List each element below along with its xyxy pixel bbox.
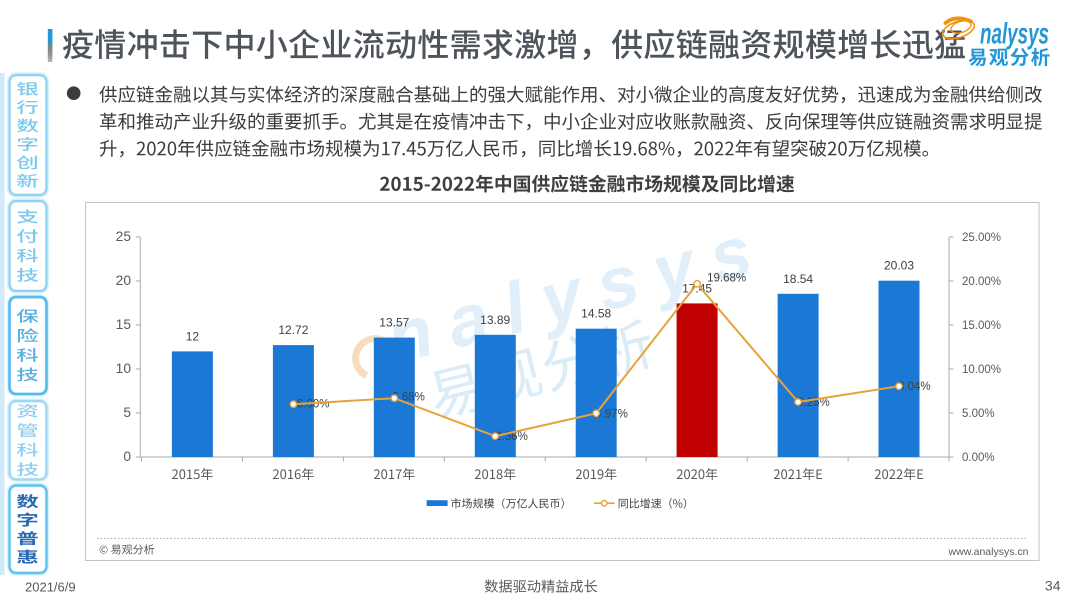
- svg-text:0: 0: [123, 449, 131, 464]
- svg-text:13.57: 13.57: [379, 316, 409, 330]
- svg-text:2021/6/9: 2021/6/9: [25, 580, 76, 595]
- svg-text:4.97%: 4.97%: [595, 409, 628, 421]
- svg-text:15.00%: 15.00%: [962, 320, 1001, 332]
- svg-text:15: 15: [116, 317, 132, 332]
- svg-text:10.00%: 10.00%: [962, 364, 1001, 376]
- svg-text:25.00%: 25.00%: [962, 232, 1001, 244]
- svg-text:34: 34: [1045, 578, 1061, 594]
- svg-text:10: 10: [116, 361, 132, 376]
- svg-text:5: 5: [123, 405, 131, 420]
- svg-text:20.03: 20.03: [884, 259, 914, 273]
- svg-text:8.04%: 8.04%: [898, 381, 931, 393]
- svg-text:25: 25: [116, 229, 132, 244]
- svg-text:0.00%: 0.00%: [962, 452, 995, 464]
- svg-text:6.00%: 6.00%: [297, 399, 330, 411]
- svg-text:www.analysys.cn: www.analysys.cn: [948, 546, 1029, 558]
- svg-text:20.00%: 20.00%: [962, 276, 1001, 288]
- svg-text:5.00%: 5.00%: [962, 408, 995, 420]
- svg-text:18.54: 18.54: [783, 272, 813, 286]
- svg-text:14.58: 14.58: [581, 307, 611, 321]
- svg-text:nalysys: nalysys: [980, 18, 1049, 51]
- svg-text:12: 12: [186, 329, 200, 343]
- svg-text:12.72: 12.72: [278, 323, 308, 337]
- svg-text:19.68%: 19.68%: [707, 273, 746, 285]
- svg-text:13.89: 13.89: [480, 313, 510, 327]
- svg-text:20: 20: [116, 273, 132, 288]
